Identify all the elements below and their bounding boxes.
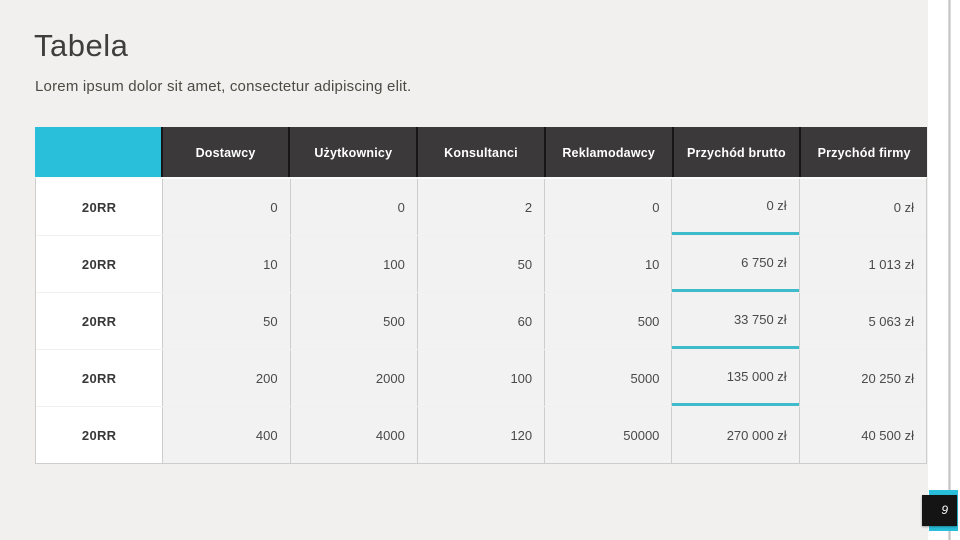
table-row: 20RR 400 4000 120 50000 270 000 zł 40 500 zł bbox=[36, 407, 926, 463]
table-cell: 4000 bbox=[290, 407, 417, 463]
table-corner-cell bbox=[35, 127, 161, 177]
table-cell: 40 500 zł bbox=[799, 407, 926, 463]
table-row: 20RR 0 0 2 0 0 zł 0 zł bbox=[36, 179, 926, 235]
row-header-cell: 20RR bbox=[36, 236, 163, 292]
table-cell: 60 bbox=[417, 293, 545, 349]
row-header-cell: 20RR bbox=[36, 179, 163, 235]
table-cell: 100 bbox=[417, 350, 545, 406]
table-cell: 5000 bbox=[545, 350, 672, 406]
table-cell: 10 bbox=[545, 236, 672, 292]
table-cell: 6 750 zł bbox=[672, 236, 799, 292]
table-cell: 400 bbox=[163, 407, 290, 463]
column-header-przychod-brutto: Przychód brutto bbox=[673, 127, 800, 177]
table-cell: 2000 bbox=[290, 350, 417, 406]
table-cell: 5 063 zł bbox=[799, 293, 926, 349]
table-cell: 0 bbox=[163, 179, 290, 235]
table-cell: 270 000 zł bbox=[672, 407, 799, 463]
column-header-przychod-firmy: Przychód firmy bbox=[801, 127, 927, 177]
column-header-dostawcy: Dostawcy bbox=[162, 127, 289, 177]
page-number-badge: 9 bbox=[922, 490, 960, 531]
column-header-uzytkownicy: Użytkownicy bbox=[290, 127, 417, 177]
table-cell: 50000 bbox=[545, 407, 672, 463]
slide-title: Tabela bbox=[34, 28, 129, 63]
slide-subtitle: Lorem ipsum dolor sit amet, consectetur … bbox=[35, 78, 412, 95]
table-cell: 100 bbox=[290, 236, 417, 292]
table-cell: 20 250 zł bbox=[799, 350, 926, 406]
table-cell: 50 bbox=[417, 236, 545, 292]
table-body: 20RR 0 0 2 0 0 zł 0 zł 20RR 10 100 50 10 6 750 zł 1 0… bbox=[35, 177, 927, 464]
table-cell: 120 bbox=[417, 407, 545, 463]
table-cell: 33 750 zł bbox=[672, 293, 799, 349]
table-row: 20RR 200 2000 100 5000 135 000 zł 20 250 zł bbox=[36, 350, 926, 406]
table-cell: 0 zł bbox=[672, 179, 799, 235]
table-cell: 0 bbox=[290, 179, 417, 235]
table-header-row: Dostawcy Użytkownicy Konsultanci Reklamo… bbox=[35, 127, 927, 177]
row-header-cell: 20RR bbox=[36, 407, 163, 463]
table-cell: 500 bbox=[290, 293, 417, 349]
table-cell: 0 zł bbox=[799, 179, 926, 235]
table-cell: 50 bbox=[163, 293, 290, 349]
table-cell: 200 bbox=[163, 350, 290, 406]
column-header-konsultanci: Konsultanci bbox=[418, 127, 544, 177]
row-header-cell: 20RR bbox=[36, 350, 163, 406]
page-number: 9 bbox=[922, 495, 957, 526]
table-cell: 10 bbox=[163, 236, 290, 292]
table-cell: 0 bbox=[545, 179, 672, 235]
page-edge-decoration bbox=[928, 0, 960, 540]
table-row: 20RR 50 500 60 500 33 750 zł 5 063 zł bbox=[36, 293, 926, 349]
table-cell: 500 bbox=[545, 293, 672, 349]
table-cell: 1 013 zł bbox=[799, 236, 926, 292]
column-header-reklamodawcy: Reklamodawcy bbox=[545, 127, 672, 177]
table-cell: 2 bbox=[417, 179, 545, 235]
table-cell: 135 000 zł bbox=[672, 350, 799, 406]
table-row: 20RR 10 100 50 10 6 750 zł 1 013 zł bbox=[36, 236, 926, 292]
data-table: Dostawcy Użytkownicy Konsultanci Reklamo… bbox=[35, 127, 927, 464]
row-header-cell: 20RR bbox=[36, 293, 163, 349]
